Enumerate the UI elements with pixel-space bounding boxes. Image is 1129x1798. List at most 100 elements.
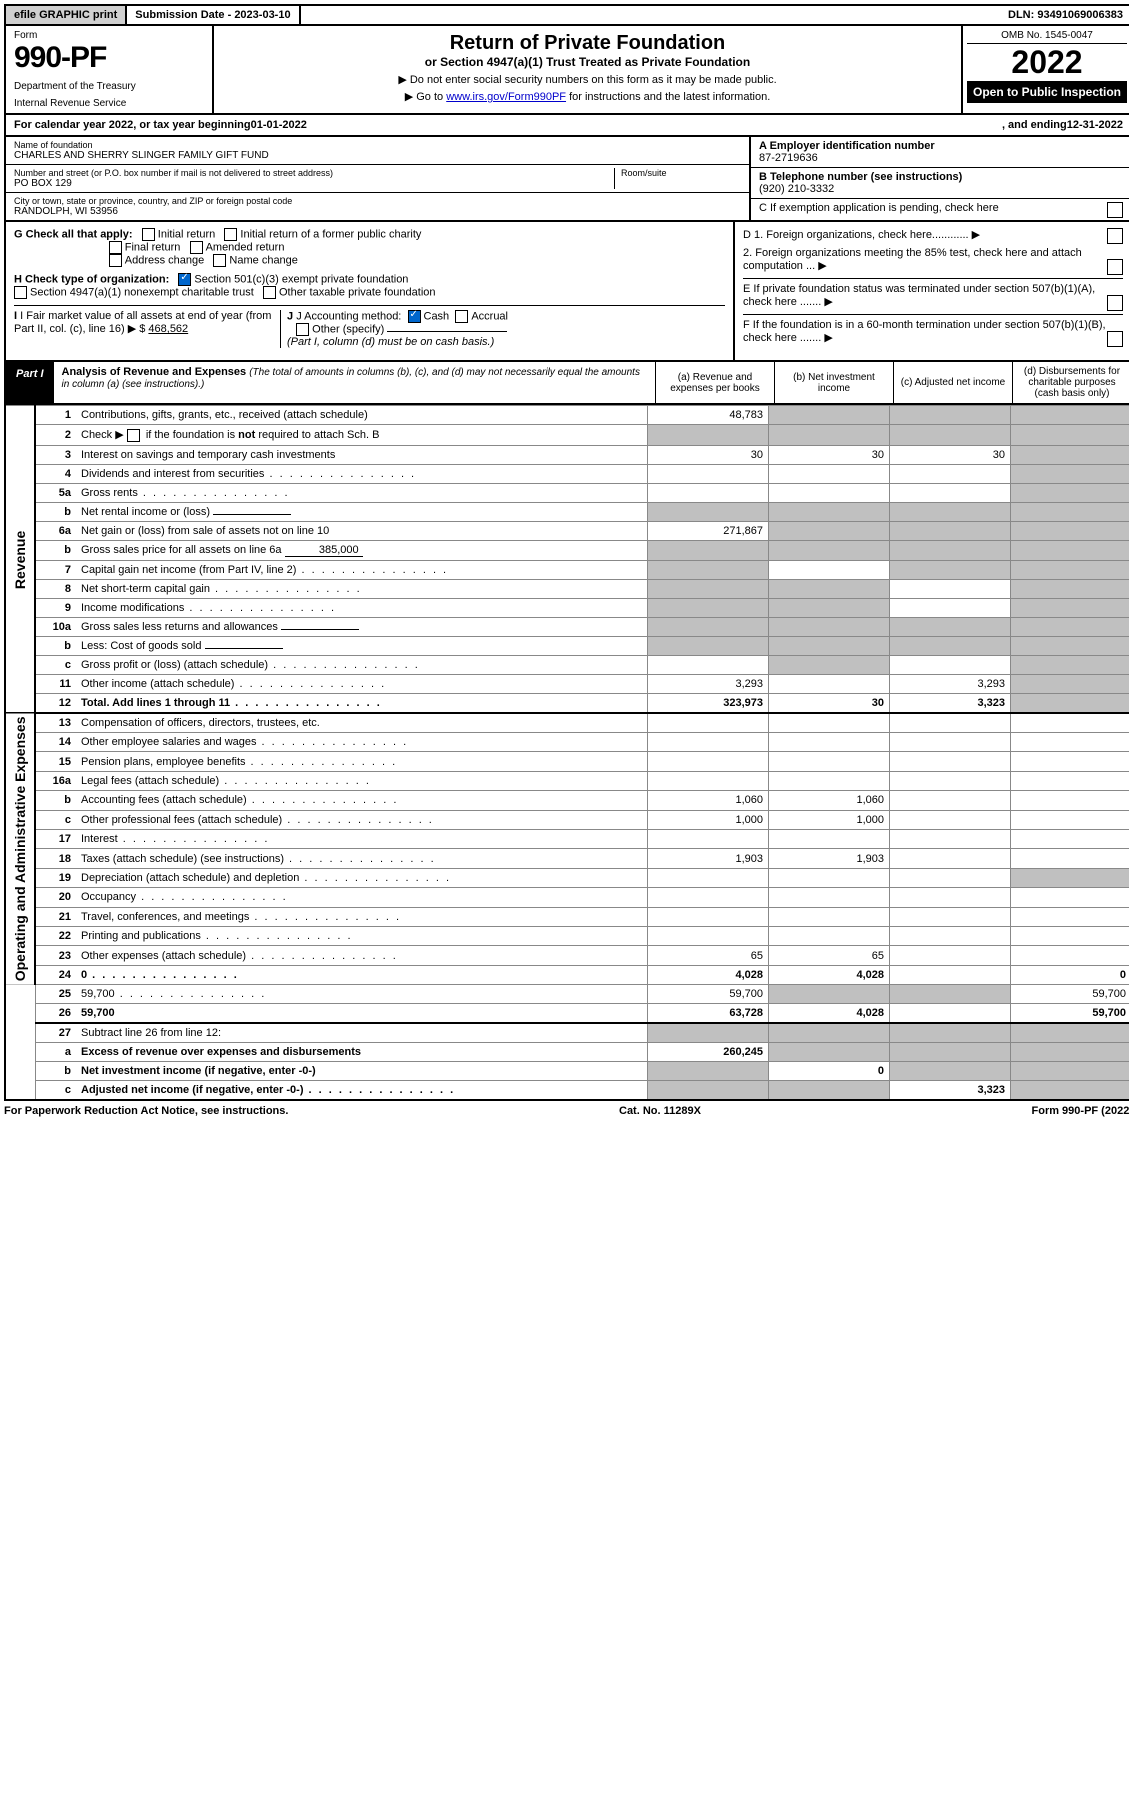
g-row: G Check all that apply: Initial return I… — [14, 228, 725, 267]
tax-year: 2022 — [967, 44, 1127, 81]
part1-label: Part I — [6, 362, 54, 403]
instruction-2: ▶ Go to www.irs.gov/Form990PF for instru… — [220, 90, 955, 103]
row-5a: 5aGross rents — [5, 483, 1129, 502]
column-headers: (a) Revenue and expenses per books (b) N… — [655, 362, 1129, 403]
row-1: Revenue 1 Contributions, gifts, grants, … — [5, 406, 1129, 425]
row-27c: cAdjusted net income (if negative, enter… — [5, 1081, 1129, 1101]
calendar-year-row: For calendar year 2022, or tax year begi… — [4, 115, 1129, 137]
row-2: 2 Check ▶ if the foundation is not requi… — [5, 425, 1129, 446]
check-block: G Check all that apply: Initial return I… — [4, 222, 1129, 362]
check-left: G Check all that apply: Initial return I… — [6, 222, 735, 360]
e-checkbox[interactable] — [1107, 295, 1123, 311]
4947-checkbox[interactable] — [14, 286, 27, 299]
name-change-checkbox[interactable] — [213, 254, 226, 267]
address-change-checkbox[interactable] — [109, 254, 122, 267]
row-15: 15Pension plans, employee benefits — [5, 752, 1129, 771]
row-23: 23Other expenses (attach schedule)6565 — [5, 946, 1129, 965]
dln: DLN: 93491069006383 — [1000, 6, 1129, 24]
row-16b: bAccounting fees (attach schedule)1,0601… — [5, 791, 1129, 810]
header-left: Form 990-PF Department of the Treasury I… — [6, 26, 214, 113]
irs-label: Internal Revenue Service — [14, 98, 204, 109]
efile-label[interactable]: efile GRAPHIC print — [6, 6, 127, 24]
row-24: 2404,0284,0280 — [5, 965, 1129, 984]
ein-value: 87-2719636 — [759, 152, 818, 164]
row-27: 27Subtract line 26 from line 12: — [5, 1023, 1129, 1043]
schb-checkbox[interactable] — [127, 429, 140, 442]
f-checkbox[interactable] — [1107, 331, 1123, 347]
pra-notice: For Paperwork Reduction Act Notice, see … — [4, 1105, 288, 1117]
form-number: 990-PF — [14, 41, 204, 75]
amended-return-checkbox[interactable] — [190, 241, 203, 254]
header-center: Return of Private Foundation or Section … — [214, 26, 961, 113]
row-3: 3 Interest on savings and temporary cash… — [5, 445, 1129, 464]
street-address: PO BOX 129 — [14, 178, 614, 189]
row-4: 4Dividends and interest from securities — [5, 464, 1129, 483]
501c3-checkbox[interactable] — [178, 273, 191, 286]
row-5b: bNet rental income or (loss) — [5, 502, 1129, 521]
initial-return-checkbox[interactable] — [142, 228, 155, 241]
expenses-side-label: Operating and Administrative Expenses — [5, 713, 35, 985]
page-footer: For Paperwork Reduction Act Notice, see … — [4, 1101, 1129, 1121]
check-right: D 1. Foreign organizations, check here..… — [735, 222, 1129, 360]
exemption-row: C If exemption application is pending, c… — [751, 199, 1129, 217]
part1-header: Part I Analysis of Revenue and Expenses … — [4, 362, 1129, 405]
dept-treasury: Department of the Treasury — [14, 81, 204, 92]
row-7: 7Capital gain net income (from Part IV, … — [5, 560, 1129, 579]
row-22: 22Printing and publications — [5, 927, 1129, 946]
foundation-name: CHARLES AND SHERRY SLINGER FAMILY GIFT F… — [14, 150, 741, 161]
e-row: E If private foundation status was termi… — [743, 278, 1123, 308]
form-header: Form 990-PF Department of the Treasury I… — [4, 26, 1129, 115]
h-row: H Check type of organization: Section 50… — [14, 273, 725, 299]
row-13: Operating and Administrative Expenses 13… — [5, 713, 1129, 733]
d2-row: 2. Foreign organizations meeting the 85%… — [743, 247, 1123, 272]
col-c-header: (c) Adjusted net income — [893, 362, 1012, 403]
instruction-1: ▶ Do not enter social security numbers o… — [220, 73, 955, 86]
form-subtitle: or Section 4947(a)(1) Trust Treated as P… — [220, 55, 955, 69]
exemption-checkbox[interactable] — [1107, 202, 1123, 218]
col-a-header: (a) Revenue and expenses per books — [655, 362, 774, 403]
year-end: 12-31-2022 — [1067, 119, 1123, 131]
city-state-zip: RANDOLPH, WI 53956 — [14, 206, 741, 217]
form-link[interactable]: www.irs.gov/Form990PF — [446, 91, 566, 103]
part1-title-block: Analysis of Revenue and Expenses (The to… — [54, 362, 655, 403]
row-18: 18Taxes (attach schedule) (see instructi… — [5, 849, 1129, 868]
row-12: 12Total. Add lines 1 through 11323,97330… — [5, 693, 1129, 713]
row-19: 19Depreciation (attach schedule) and dep… — [5, 868, 1129, 887]
city-row: City or town, state or province, country… — [6, 193, 749, 220]
row-6a: 6aNet gain or (loss) from sale of assets… — [5, 521, 1129, 540]
year-begin: 01-01-2022 — [251, 119, 307, 131]
part1-table: Revenue 1 Contributions, gifts, grants, … — [4, 405, 1129, 1101]
row-27b: bNet investment income (if negative, ent… — [5, 1062, 1129, 1081]
identity-block: Name of foundation CHARLES AND SHERRY SL… — [4, 137, 1129, 222]
other-method-checkbox[interactable] — [296, 323, 309, 336]
row-27a: aExcess of revenue over expenses and dis… — [5, 1043, 1129, 1062]
top-bar: efile GRAPHIC print Submission Date - 20… — [4, 4, 1129, 26]
name-right: A Employer identification number 87-2719… — [749, 137, 1129, 220]
form-title: Return of Private Foundation — [220, 32, 955, 55]
final-return-checkbox[interactable] — [109, 241, 122, 254]
row-17: 17Interest — [5, 830, 1129, 849]
address-row: Number and street (or P.O. box number if… — [6, 165, 749, 193]
submission-date: Submission Date - 2023-03-10 — [127, 6, 300, 24]
d1-checkbox[interactable] — [1107, 228, 1123, 244]
row-16c: cOther professional fees (attach schedul… — [5, 810, 1129, 829]
revenue-side-label: Revenue — [5, 406, 35, 713]
other-taxable-checkbox[interactable] — [263, 286, 276, 299]
row-8: 8Net short-term capital gain — [5, 579, 1129, 598]
ij-row: I I Fair market value of all assets at e… — [14, 305, 725, 348]
row-20: 20Occupancy — [5, 888, 1129, 907]
phone-row: B Telephone number (see instructions) (9… — [751, 168, 1129, 199]
name-left: Name of foundation CHARLES AND SHERRY SL… — [6, 137, 749, 220]
row-6b: bGross sales price for all assets on lin… — [5, 540, 1129, 560]
row-11: 11Other income (attach schedule)3,2933,2… — [5, 674, 1129, 693]
row-14: 14Other employee salaries and wages — [5, 733, 1129, 752]
form-label: Form — [14, 30, 204, 41]
omb-number: OMB No. 1545-0047 — [967, 30, 1127, 44]
cash-checkbox[interactable] — [408, 310, 421, 323]
row-21: 21Travel, conferences, and meetings — [5, 907, 1129, 926]
row-10b: bLess: Cost of goods sold — [5, 636, 1129, 655]
accrual-checkbox[interactable] — [455, 310, 468, 323]
initial-former-checkbox[interactable] — [224, 228, 237, 241]
d2-checkbox[interactable] — [1107, 259, 1123, 275]
fmv-value: 468,562 — [148, 323, 188, 335]
